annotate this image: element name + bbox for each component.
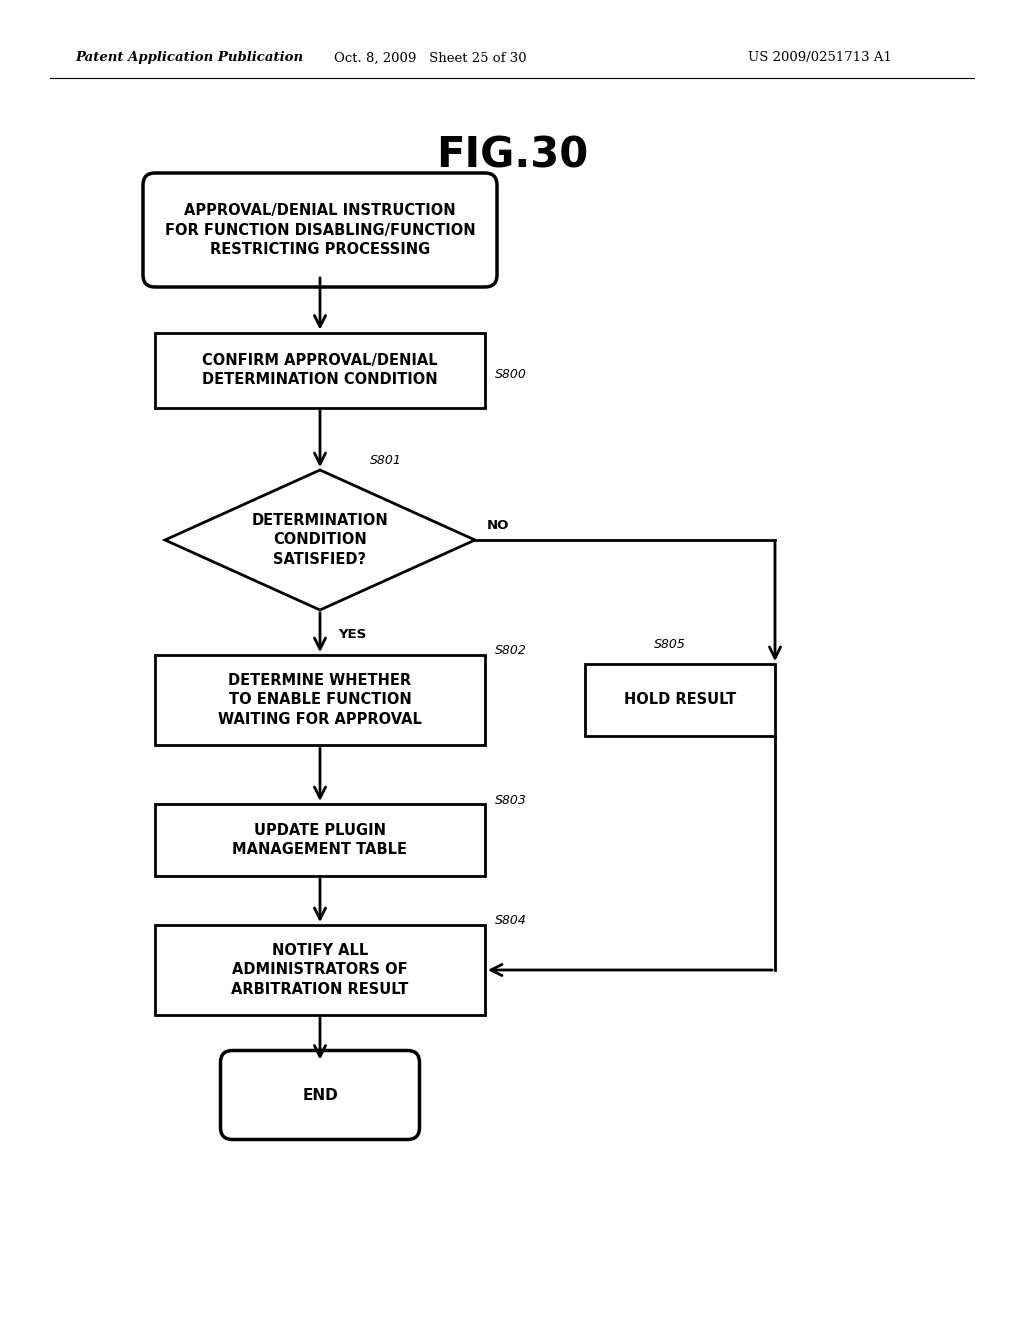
Text: NOTIFY ALL
ADMINISTRATORS OF
ARBITRATION RESULT: NOTIFY ALL ADMINISTRATORS OF ARBITRATION… bbox=[231, 942, 409, 998]
Bar bbox=[155, 655, 485, 744]
Bar bbox=[155, 333, 485, 408]
Text: S802: S802 bbox=[495, 644, 527, 656]
FancyBboxPatch shape bbox=[143, 173, 497, 286]
Text: HOLD RESULT: HOLD RESULT bbox=[624, 693, 736, 708]
Polygon shape bbox=[165, 470, 475, 610]
Text: US 2009/0251713 A1: US 2009/0251713 A1 bbox=[749, 51, 892, 65]
FancyBboxPatch shape bbox=[220, 1051, 420, 1139]
Bar bbox=[155, 925, 485, 1015]
Text: NO: NO bbox=[487, 519, 509, 532]
Bar bbox=[585, 664, 775, 737]
Text: FIG.30: FIG.30 bbox=[436, 135, 588, 176]
Text: Patent Application Publication: Patent Application Publication bbox=[75, 51, 303, 65]
Text: DETERMINATION
CONDITION
SATISFIED?: DETERMINATION CONDITION SATISFIED? bbox=[252, 512, 388, 568]
Text: CONFIRM APPROVAL/DENIAL
DETERMINATION CONDITION: CONFIRM APPROVAL/DENIAL DETERMINATION CO… bbox=[202, 352, 438, 387]
Text: END: END bbox=[302, 1088, 338, 1102]
Text: S803: S803 bbox=[495, 793, 527, 807]
Text: S801: S801 bbox=[370, 454, 401, 466]
Text: S805: S805 bbox=[654, 639, 686, 652]
Text: S804: S804 bbox=[495, 913, 527, 927]
Text: UPDATE PLUGIN
MANAGEMENT TABLE: UPDATE PLUGIN MANAGEMENT TABLE bbox=[232, 822, 408, 858]
Text: APPROVAL/DENIAL INSTRUCTION
FOR FUNCTION DISABLING/FUNCTION
RESTRICTING PROCESSI: APPROVAL/DENIAL INSTRUCTION FOR FUNCTION… bbox=[165, 203, 475, 257]
Text: YES: YES bbox=[338, 628, 367, 642]
Bar bbox=[155, 804, 485, 876]
Text: S800: S800 bbox=[495, 368, 527, 381]
Text: Oct. 8, 2009   Sheet 25 of 30: Oct. 8, 2009 Sheet 25 of 30 bbox=[334, 51, 526, 65]
Text: DETERMINE WHETHER
TO ENABLE FUNCTION
WAITING FOR APPROVAL: DETERMINE WHETHER TO ENABLE FUNCTION WAI… bbox=[218, 673, 422, 727]
